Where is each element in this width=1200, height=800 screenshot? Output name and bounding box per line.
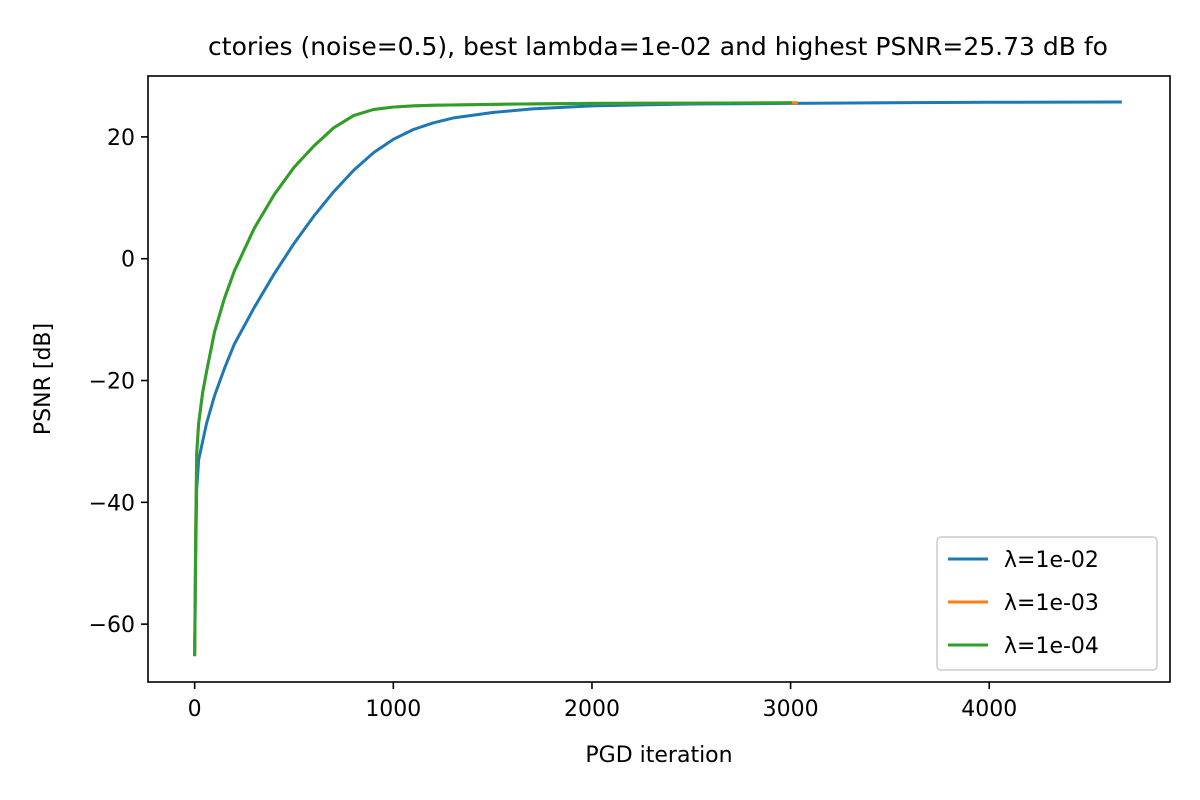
y-tick-label: 0 — [121, 248, 135, 273]
x-tick-label: 1000 — [365, 697, 421, 722]
legend: λ=1e-02 λ=1e-03 λ=1e-04 — [936, 536, 1158, 671]
x-tick-label: 0 — [188, 697, 202, 722]
y-axis-ticks: −60 −40 −20 0 20 — [89, 126, 148, 638]
legend-label-2: λ=1e-03 — [1004, 591, 1099, 616]
y-tick-label: −20 — [89, 370, 135, 395]
plot-frame — [147, 75, 1171, 683]
legend-box — [936, 536, 1158, 671]
series-line-1 — [193, 100, 1122, 657]
x-tick-label: 3000 — [763, 697, 819, 722]
legend-label-1: λ=1e-02 — [1004, 548, 1099, 573]
y-tick-label: −40 — [89, 491, 135, 516]
x-tick-label: 4000 — [961, 697, 1017, 722]
legend-label-3: λ=1e-04 — [1004, 634, 1099, 659]
x-tick-label: 2000 — [564, 697, 620, 722]
x-axis-label: PGD iteration — [585, 743, 732, 768]
y-tick-label: −60 — [89, 613, 135, 638]
chart-title: ctories (noise=0.5), best lambda=1e-02 a… — [208, 32, 1108, 61]
plot-series — [193, 100, 1122, 657]
y-tick-label: 20 — [107, 126, 135, 151]
series-line-3 — [193, 101, 793, 657]
y-axis-label: PSNR [dB] — [31, 323, 56, 435]
x-axis-ticks: 0 1000 2000 3000 4000 — [188, 682, 1017, 722]
